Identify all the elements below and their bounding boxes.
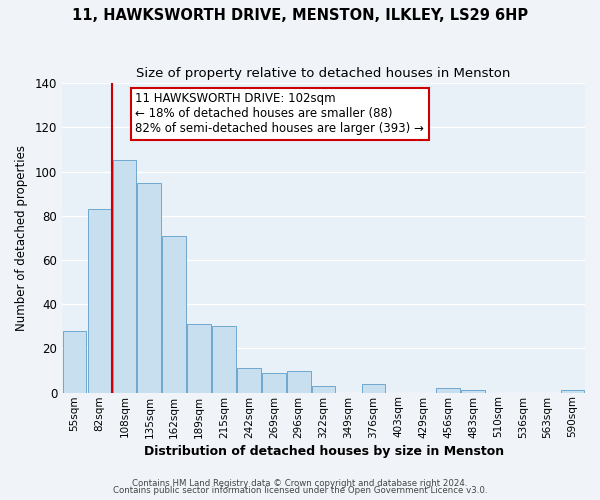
X-axis label: Distribution of detached houses by size in Menston: Distribution of detached houses by size …	[143, 444, 503, 458]
Bar	[287, 370, 311, 392]
Text: Contains HM Land Registry data © Crown copyright and database right 2024.: Contains HM Land Registry data © Crown c…	[132, 478, 468, 488]
Bar	[262, 373, 286, 392]
Bar	[461, 390, 485, 392]
Title: Size of property relative to detached houses in Menston: Size of property relative to detached ho…	[136, 68, 511, 80]
Y-axis label: Number of detached properties: Number of detached properties	[15, 145, 28, 331]
Text: 11, HAWKSWORTH DRIVE, MENSTON, ILKLEY, LS29 6HP: 11, HAWKSWORTH DRIVE, MENSTON, ILKLEY, L…	[72, 8, 528, 22]
Text: 11 HAWKSWORTH DRIVE: 102sqm
← 18% of detached houses are smaller (88)
82% of sem: 11 HAWKSWORTH DRIVE: 102sqm ← 18% of det…	[136, 92, 424, 136]
Bar	[113, 160, 136, 392]
Bar	[362, 384, 385, 392]
Bar	[63, 330, 86, 392]
Bar	[187, 324, 211, 392]
Bar	[237, 368, 261, 392]
Bar	[88, 209, 112, 392]
Bar	[436, 388, 460, 392]
Bar	[137, 182, 161, 392]
Text: Contains public sector information licensed under the Open Government Licence v3: Contains public sector information licen…	[113, 486, 487, 495]
Bar	[561, 390, 584, 392]
Bar	[312, 386, 335, 392]
Bar	[163, 236, 186, 392]
Bar	[212, 326, 236, 392]
